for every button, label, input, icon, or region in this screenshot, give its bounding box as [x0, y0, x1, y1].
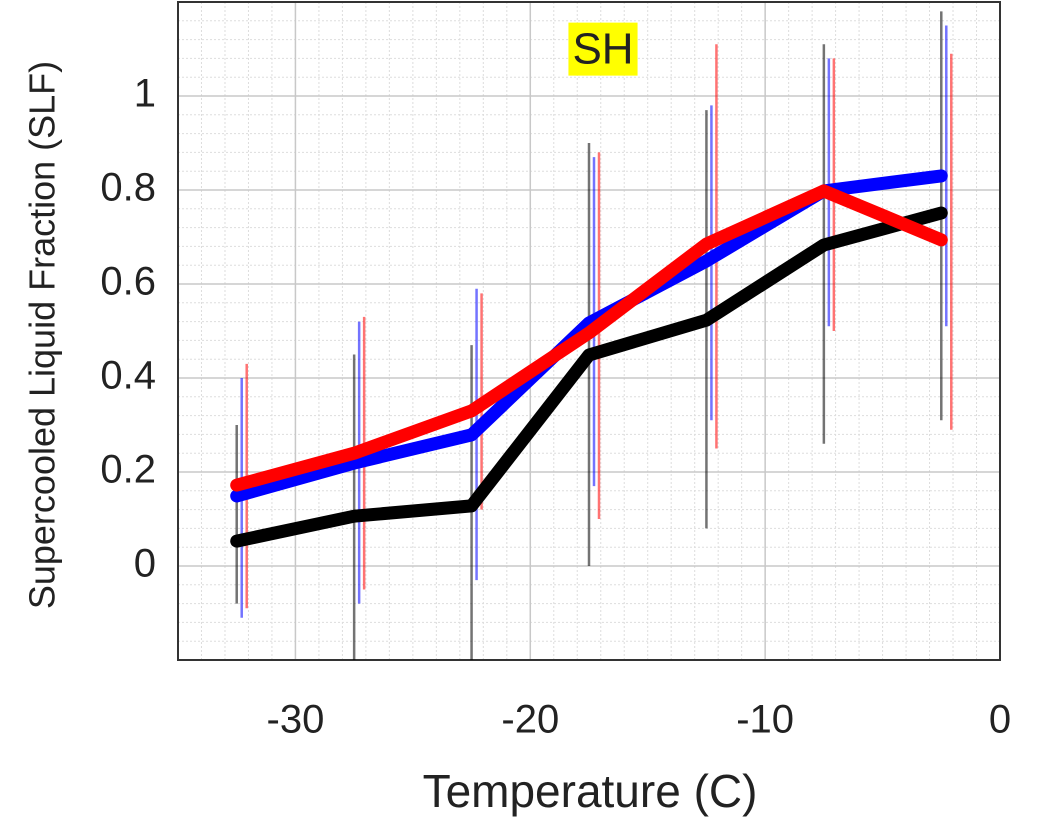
- x-tick-label: -20: [501, 698, 559, 742]
- y-tick-label: 0.2: [100, 448, 156, 492]
- chart-title: SH: [572, 25, 633, 74]
- x-tick-label: 0: [989, 698, 1011, 742]
- plot-frame: [177, 1, 1001, 661]
- y-tick-label: 0: [134, 542, 156, 586]
- x-axis-label: Temperature (C): [423, 765, 758, 817]
- y-tick-label: 0.4: [100, 354, 156, 398]
- y-tick-label: 0.8: [100, 166, 156, 210]
- y-tick-label: 0.6: [100, 260, 156, 304]
- title-background: [568, 22, 638, 76]
- x-tick-label: -30: [267, 698, 325, 742]
- series-line: [230, 184, 948, 492]
- series-line: [230, 206, 948, 548]
- x-tick-label: -10: [736, 698, 794, 742]
- y-axis-label: Supercooled Liquid Fraction (SLF): [22, 61, 63, 609]
- y-tick-label: 1: [134, 72, 156, 116]
